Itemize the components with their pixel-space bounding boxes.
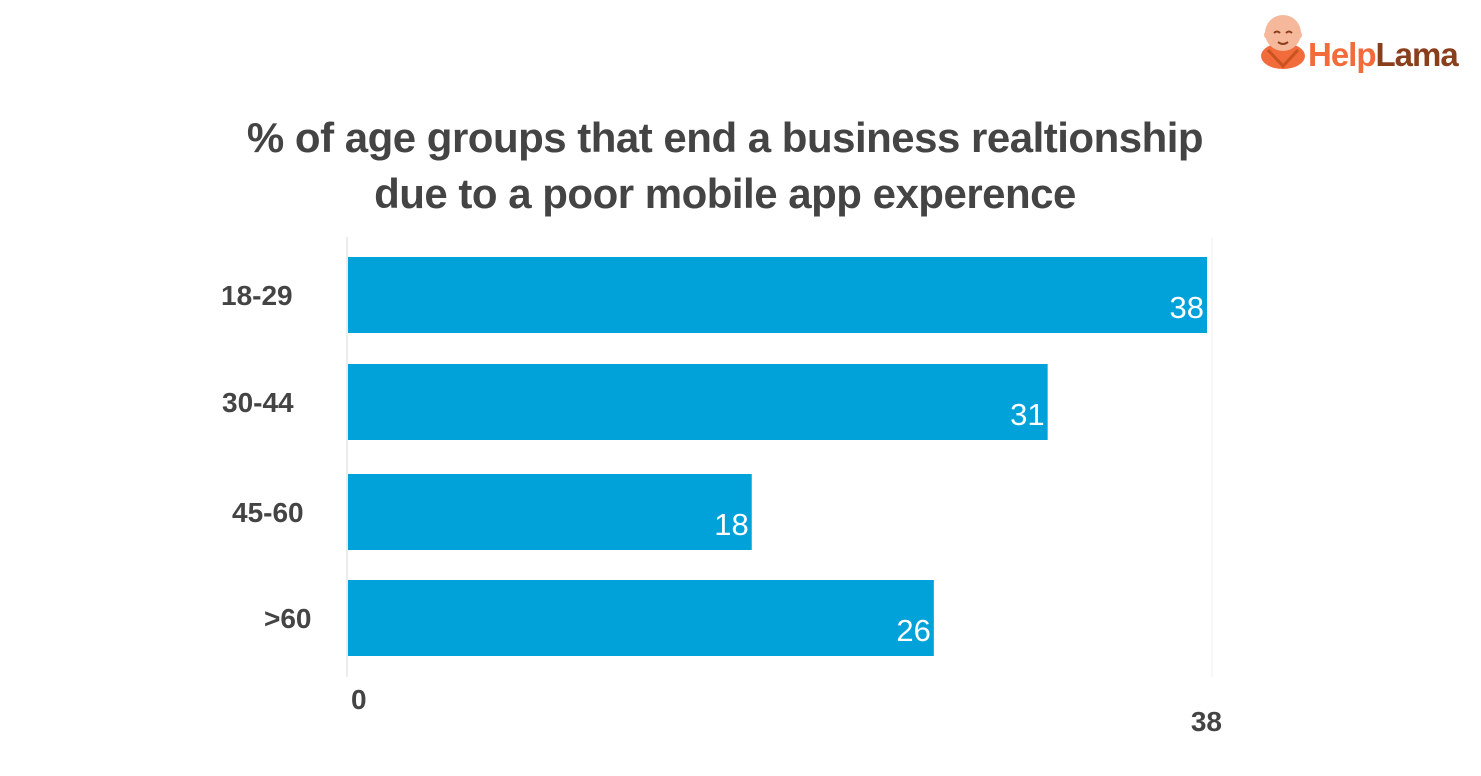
category-label-2: 45-60 bbox=[232, 497, 304, 528]
data-label-0: 38 bbox=[1170, 290, 1204, 325]
bar-1 bbox=[348, 364, 1048, 440]
logo-wordmark: HelpLama bbox=[1308, 35, 1459, 75]
data-label-3: 26 bbox=[896, 613, 930, 648]
data-label-1: 31 bbox=[1010, 397, 1044, 432]
x-tick-label-0: 0 bbox=[351, 684, 367, 715]
data-label-2: 18 bbox=[714, 507, 748, 542]
category-label-3: >60 bbox=[264, 603, 312, 634]
bar-2 bbox=[348, 474, 752, 550]
category-label-0: 18-29 bbox=[221, 280, 293, 311]
bar-3 bbox=[348, 580, 934, 656]
logo-text-lama: Lama bbox=[1375, 36, 1459, 73]
x-tick-label-1: 38 bbox=[1191, 706, 1222, 737]
chart-title: % of age groups that end a business real… bbox=[0, 110, 1450, 222]
logo-text-help: Help bbox=[1308, 36, 1377, 73]
chart-title-line-1: % of age groups that end a business real… bbox=[246, 114, 1204, 161]
helplama-logo: HelpLama bbox=[1258, 6, 1473, 78]
chart-title-line-2: due to a poor mobile app experence bbox=[374, 170, 1076, 217]
bar-0 bbox=[348, 257, 1207, 333]
category-label-1: 30-44 bbox=[222, 387, 294, 418]
monk-mascot-icon bbox=[1261, 15, 1305, 69]
